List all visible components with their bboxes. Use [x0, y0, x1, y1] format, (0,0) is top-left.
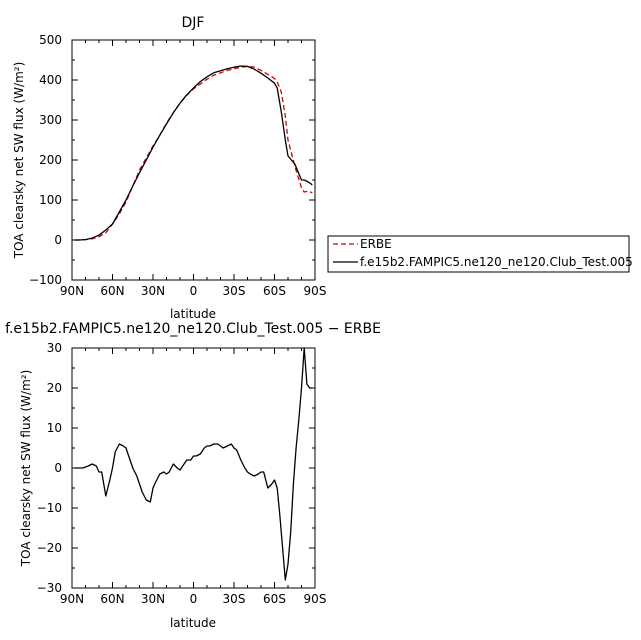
bottom-x-tick-label: 90N — [60, 592, 84, 606]
top-plot-frame — [71, 39, 316, 281]
top-y-tick-label: 300 — [39, 113, 62, 127]
bottom-x-tick-label: 60S — [263, 592, 286, 606]
legend-box — [327, 235, 630, 273]
top-x-tick-label: 90S — [304, 284, 327, 298]
top-x-tick-label: 30S — [223, 284, 246, 298]
top-chart-title: DJF — [182, 15, 205, 31]
top-series-line-1 — [74, 65, 313, 241]
bottom-y-tick-label: 30 — [47, 341, 62, 355]
top-series-layer — [74, 65, 313, 241]
top-y-axis-label: TOA clearsky net SW flux (W/m²) — [12, 62, 26, 260]
bottom-y-tick-label: −30 — [37, 581, 62, 595]
top-x-tick-label: 30N — [141, 284, 165, 298]
bottom-x-tick-label: 90S — [304, 592, 327, 606]
legend: ERBE f.e15b2.FAMPIC5.ne120_ne120.Club_Te… — [327, 235, 633, 273]
top-y-tick-label: 400 — [39, 73, 62, 87]
legend-label-erbe: ERBE — [360, 237, 392, 251]
top-x-axis-label: latitude — [170, 307, 216, 321]
bottom-y-tick-label: 20 — [47, 381, 62, 395]
top-y-tick-label: 100 — [39, 193, 62, 207]
top-x-tick-label: 90N — [60, 284, 84, 298]
legend-label-model: f.e15b2.FAMPIC5.ne120_ne120.Club_Test.00… — [360, 255, 633, 269]
bottom-plot-frame — [71, 347, 316, 589]
top-y-tick-label: −100 — [29, 273, 62, 287]
top-x-tick-label: 60S — [263, 284, 286, 298]
bottom-series-line-difference — [74, 347, 313, 581]
bottom-axes: 90N 60N 30N 0 30S 60S 90S −30 −20 −10 0 10 20 30 — [37, 341, 327, 606]
top-x-tick-label: 60N — [100, 284, 124, 298]
bottom-series-layer — [74, 347, 313, 581]
top-y-tick-label: 500 — [39, 33, 62, 47]
bottom-x-tick-label: 60N — [100, 592, 124, 606]
bottom-y-tick-label: −20 — [37, 541, 62, 555]
bottom-y-tick-label: −10 — [37, 501, 62, 515]
top-chart: DJF 90N 60N 30N 0 30S 60S 90S −100 0 100 200 300 400… — [12, 15, 326, 321]
bottom-x-tick-label: 0 — [190, 592, 198, 606]
bottom-y-axis-label: TOA clearsky net SW flux (W/m²) — [19, 370, 33, 568]
top-y-tick-label: 200 — [39, 153, 62, 167]
bottom-chart: f.e15b2.FAMPIC5.ne120_ne120.Club_Test.00… — [5, 321, 381, 630]
top-y-tick-label: 0 — [54, 233, 62, 247]
bottom-chart-title: f.e15b2.FAMPIC5.ne120_ne120.Club_Test.00… — [5, 321, 381, 337]
top-axes: 90N 60N 30N 0 30S 60S 90S −100 0 100 200 300 400 500 — [29, 33, 326, 298]
bottom-y-tick-label: 0 — [54, 461, 62, 475]
bottom-x-axis-label: latitude — [170, 616, 216, 630]
bottom-y-tick-label: 10 — [47, 421, 62, 435]
top-x-tick-label: 0 — [190, 284, 198, 298]
top-series-line-0 — [74, 65, 313, 241]
bottom-x-tick-label: 30N — [141, 592, 165, 606]
bottom-x-tick-label: 30S — [223, 592, 246, 606]
